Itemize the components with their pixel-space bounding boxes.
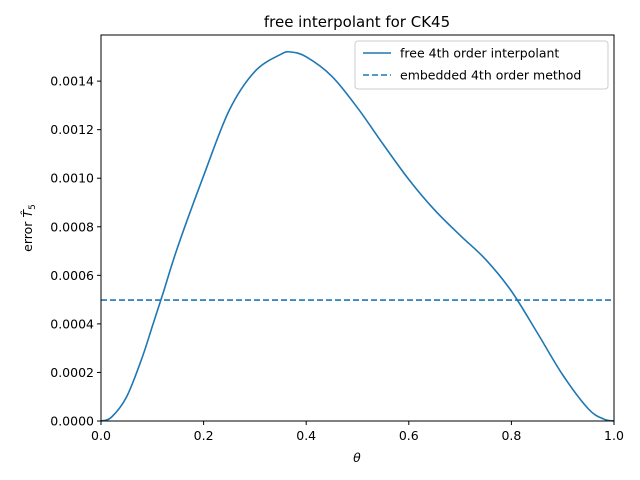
legend: free 4th order interpolant embedded 4th o…: [354, 40, 609, 90]
y-axis-title: error T̂5: [20, 204, 38, 252]
x-tick-label: 0.0: [91, 428, 111, 443]
y-axis-title-symbol: T̂: [20, 209, 35, 218]
y-tick-label: 0.0010: [50, 171, 94, 186]
x-axis-title: θ: [353, 450, 361, 465]
legend-box: [354, 40, 609, 90]
legend-label-1: free 4th order interpolant: [400, 46, 559, 61]
y-axis-title-prefix: error: [20, 218, 35, 252]
y-tick-label: 0.0002: [50, 365, 94, 380]
y-tick-label: 0.0004: [50, 316, 94, 331]
x-tick-label: 0.2: [194, 428, 214, 443]
chart-title: free interpolant for CK45: [264, 13, 450, 31]
y-tick-label: 0.0008: [50, 219, 94, 234]
y-tick-label: 0.0006: [50, 268, 94, 283]
x-tick-label: 0.8: [501, 428, 521, 443]
legend-label-2: embedded 4th order method: [400, 68, 581, 83]
y-axis-title-subscript: 5: [28, 204, 38, 210]
x-tick-label: 0.4: [296, 428, 316, 443]
y-tick-label: 0.0012: [50, 122, 94, 137]
plot-frame: [100, 34, 615, 422]
y-tick-label: 0.0014: [50, 74, 94, 89]
x-tick-label: 0.6: [399, 428, 419, 443]
series-line-1: [100, 50, 615, 422]
x-tick-label: 1.0: [604, 428, 624, 443]
y-tick-label: 0.0000: [50, 414, 94, 429]
